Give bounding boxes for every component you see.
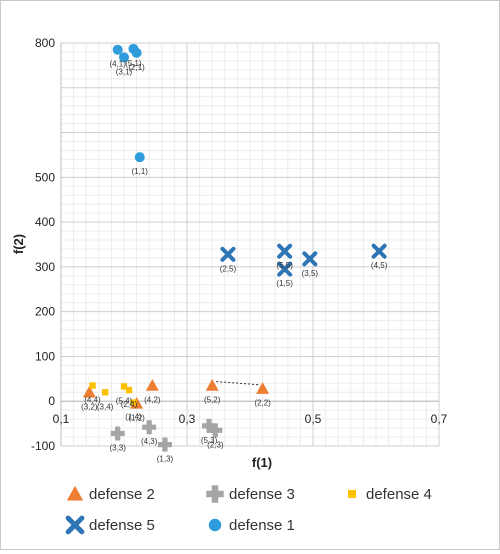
data-point-label: (2,2) xyxy=(254,399,271,408)
y-axis-title: f(2) xyxy=(11,234,26,254)
data-point-x xyxy=(220,246,236,262)
data-point-label: (3,1) xyxy=(116,67,133,76)
x-tick-label: 0,3 xyxy=(179,412,196,426)
y-tick-label: 400 xyxy=(35,215,55,229)
data-point-square xyxy=(89,382,96,389)
data-point-triangle xyxy=(82,385,96,398)
data-point-square xyxy=(125,386,133,394)
legend-label: defense 3 xyxy=(229,486,295,503)
data-point-label: (4,4) xyxy=(84,396,101,405)
data-point-label: (2,5) xyxy=(220,264,237,273)
data-point-labels: (3,2) (1,2) (4,2) (5,2) (2,2) (3,3) (4,3) (1,3)… xyxy=(81,59,388,464)
data-point-x xyxy=(302,251,318,267)
data-point-label: (1,4) xyxy=(125,413,142,422)
x-axis-tick-labels: 0,1 0,3 0,5 0,7 xyxy=(53,412,448,426)
data-point-plus xyxy=(142,420,157,435)
data-point-label: (5,2) xyxy=(204,396,221,405)
y-tick-label: 300 xyxy=(35,260,55,274)
legend-marker-triangle xyxy=(66,485,84,501)
legend-marker-square xyxy=(348,490,356,498)
data-point-plus xyxy=(157,437,172,452)
y-tick-label: 800 xyxy=(35,36,55,50)
x-tick-label: 0,5 xyxy=(305,412,322,426)
legend-marker-plus xyxy=(206,485,224,503)
data-point-label: (4,2) xyxy=(144,396,161,405)
data-point-label: (2,3) xyxy=(207,440,224,449)
data-point-circle xyxy=(112,44,123,55)
data-point-plus xyxy=(110,426,125,441)
data-point-label: (5,5) xyxy=(276,261,293,270)
data-point-triangle xyxy=(145,379,159,391)
data-point-x xyxy=(277,243,293,259)
data-point-label: (4,1) xyxy=(109,60,126,69)
data-point-label: (1,1) xyxy=(132,167,149,176)
data-point-label: (2,4) xyxy=(121,400,138,409)
annotation-dotted-line xyxy=(216,381,259,386)
minor-gridlines xyxy=(61,43,439,446)
data-point-plus xyxy=(202,418,217,433)
legend: defense 2 defense 3 defense 4 defense 5 defe… xyxy=(65,485,432,535)
major-gridlines xyxy=(60,42,440,447)
data-point-circle xyxy=(131,47,142,58)
data-point-square xyxy=(101,389,109,396)
legend-label: defense 2 xyxy=(89,486,155,503)
y-axis-tick-labels: -100 0 100 200 300 400 500 800 xyxy=(31,36,55,453)
data-point-label: (1,2) xyxy=(128,413,145,422)
y-tick-label: 200 xyxy=(35,305,55,319)
annotation-layer xyxy=(216,381,259,386)
data-point-label: (4,5) xyxy=(371,261,388,270)
legend-label: defense 4 xyxy=(366,486,432,503)
legend-marker-circle xyxy=(208,518,222,532)
data-point-x xyxy=(277,261,293,277)
data-point-circle xyxy=(134,152,145,163)
data-point-triangle xyxy=(205,379,219,391)
data-point-label: (4,3) xyxy=(141,437,158,446)
data-point-label: (1,3) xyxy=(157,455,174,464)
legend-label: defense 5 xyxy=(89,517,155,534)
data-point-label: (2,1) xyxy=(128,63,145,72)
legend-marker-x xyxy=(65,515,85,535)
x-tick-label: 0,7 xyxy=(431,412,448,426)
data-point-square xyxy=(120,383,128,390)
data-point-x xyxy=(371,243,387,259)
data-point-label: (1,5) xyxy=(276,279,293,288)
data-point-label: (3,4) xyxy=(97,402,114,411)
data-point-label: (3,5) xyxy=(302,269,319,278)
data-point-label: (3,3) xyxy=(109,443,126,452)
y-tick-label: 100 xyxy=(35,349,55,363)
data-point-label: (5,1) xyxy=(125,59,142,68)
x-tick-label: 0,1 xyxy=(53,412,70,426)
data-point-label: (5,4) xyxy=(116,396,133,405)
y-tick-label: -100 xyxy=(31,439,55,453)
legend-label: defense 1 xyxy=(229,517,295,534)
data-point-triangle xyxy=(256,382,270,394)
data-point-plus xyxy=(208,423,223,438)
data-points xyxy=(82,43,387,452)
data-point-square xyxy=(130,399,137,406)
x-axis-title: f(1) xyxy=(252,455,272,470)
data-point-label: (3,2) xyxy=(81,402,98,411)
data-point-label: (5,3) xyxy=(201,436,218,445)
y-tick-label: 0 xyxy=(48,394,55,408)
y-tick-label: 500 xyxy=(35,170,55,184)
data-point-circle xyxy=(119,52,129,63)
